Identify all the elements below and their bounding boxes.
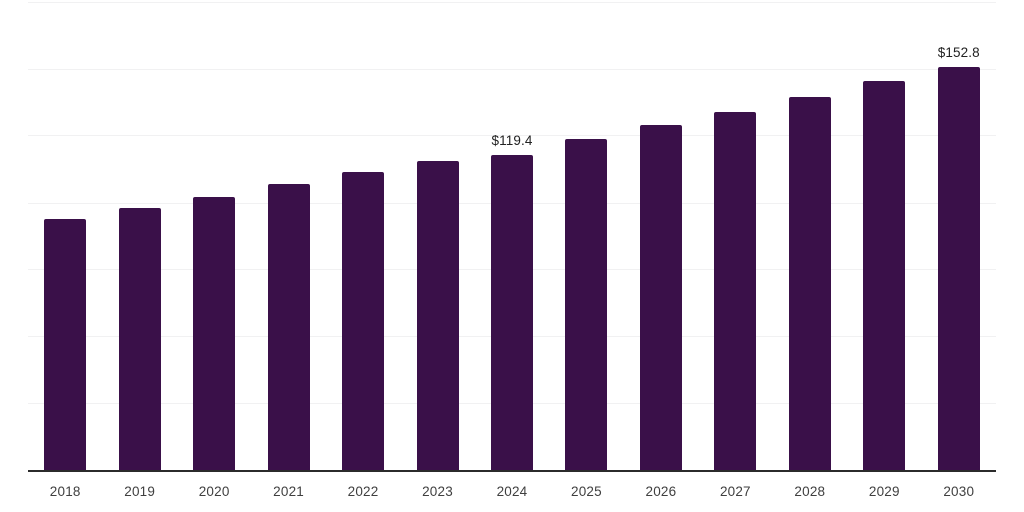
bar[interactable] [193, 197, 236, 470]
x-axis-tick-label: 2021 [273, 484, 305, 499]
bar[interactable] [937, 66, 980, 470]
x-axis-tick-label: 2023 [422, 484, 453, 499]
x-axis-tick-label: 2025 [571, 484, 602, 499]
bar-group[interactable] [698, 0, 772, 470]
bar-value-label: $152.8 [937, 44, 980, 60]
x-axis-tick-label: 2024 [496, 484, 528, 499]
x-axis-tick-label: 2029 [868, 484, 900, 499]
bar[interactable] [863, 80, 906, 470]
bar[interactable] [44, 219, 87, 470]
bar[interactable] [118, 208, 161, 470]
x-axis-tick-label: 2030 [943, 484, 975, 499]
bar-group[interactable]: $119.4 [475, 0, 549, 470]
bar[interactable] [267, 184, 310, 470]
bar-group[interactable] [102, 0, 176, 470]
bar[interactable] [342, 171, 385, 470]
bar[interactable] [788, 96, 831, 470]
bar-group[interactable] [251, 0, 325, 470]
bar-group[interactable] [624, 0, 698, 470]
bar[interactable] [565, 139, 608, 470]
bar-group[interactable] [773, 0, 847, 470]
x-axis-category-labels: 2018 2019 2020 2021 2022 2023 2024 2025 2026 2027… [28, 470, 996, 512]
x-axis-tick-label: 2019 [124, 484, 156, 499]
bar-group[interactable] [326, 0, 400, 470]
x-axis-tick-label: 2022 [347, 484, 379, 499]
bar[interactable] [416, 160, 459, 470]
x-axis-tick-label: 2028 [794, 484, 826, 499]
x-axis-tick-label: 2027 [719, 484, 751, 499]
x-axis-tick-label: 2018 [49, 484, 81, 499]
x-axis-line [28, 470, 996, 472]
bar-value-label: $119.4 [491, 132, 533, 148]
bar-group[interactable]: $152.8 [922, 0, 996, 470]
x-axis-tick-label: 2026 [645, 484, 677, 499]
bar-group[interactable] [177, 0, 251, 470]
bar-group[interactable] [549, 0, 623, 470]
plot-area: $119.4 $152.8 [28, 0, 996, 470]
bar[interactable] [639, 125, 682, 470]
bar-group[interactable] [28, 0, 102, 470]
bar[interactable] [714, 112, 757, 470]
x-axis-tick-label: 2020 [198, 484, 230, 499]
bar-group[interactable] [847, 0, 921, 470]
bar[interactable] [490, 154, 533, 470]
bar-group[interactable] [400, 0, 474, 470]
